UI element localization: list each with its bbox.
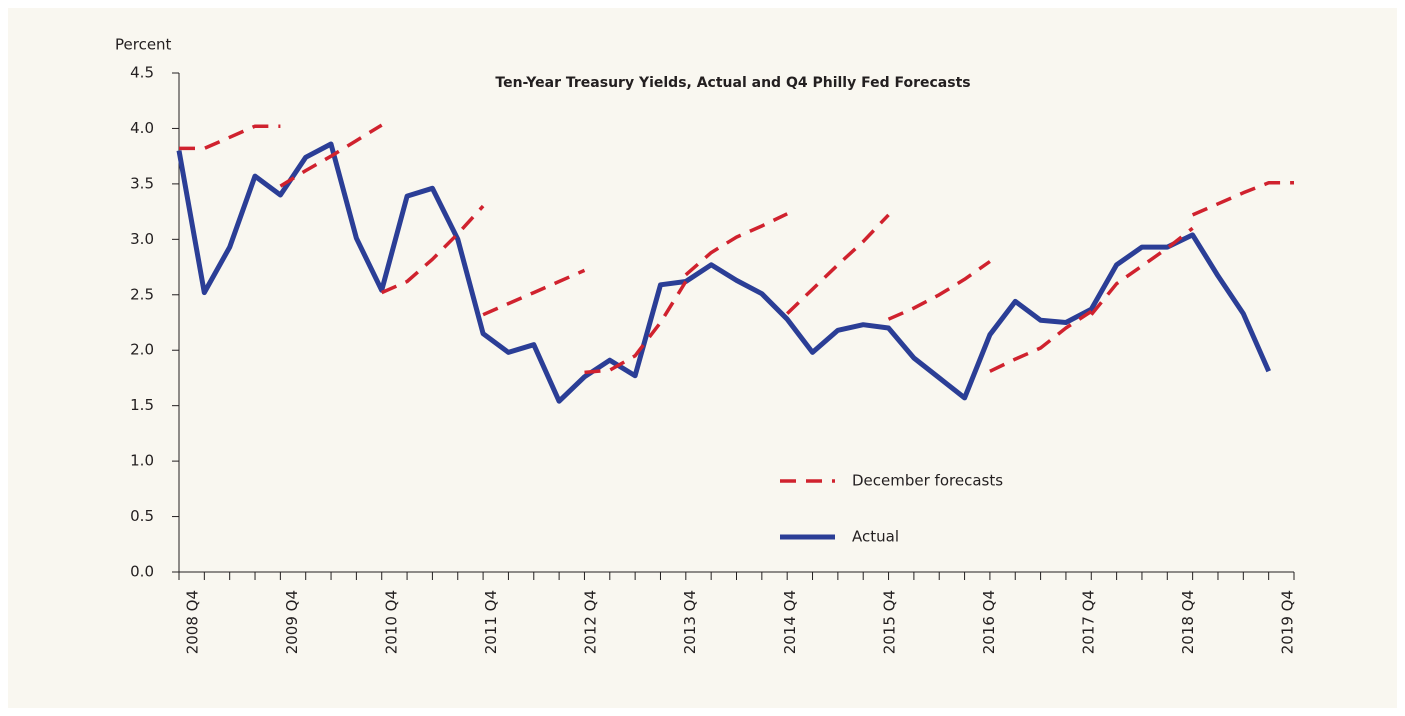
x-tick-label: 2011 Q4 bbox=[482, 590, 500, 654]
y-tick-label: 2.5 bbox=[130, 285, 154, 303]
forecast-line bbox=[785, 213, 890, 315]
chart-title: Ten-Year Treasury Yields, Actual and Q4 … bbox=[495, 75, 970, 91]
y-tick-label: 0.5 bbox=[130, 507, 154, 525]
x-tick-label: 2013 Q4 bbox=[681, 590, 699, 654]
y-tick-label: 0.0 bbox=[130, 563, 154, 581]
actual-line bbox=[176, 141, 1271, 404]
forecast-line bbox=[380, 204, 485, 295]
y-tick-label: 3.5 bbox=[130, 174, 154, 192]
x-tick-label: 2016 Q4 bbox=[980, 590, 998, 654]
y-tick-label: 3.0 bbox=[130, 230, 154, 248]
x-tick-label: 2010 Q4 bbox=[383, 590, 401, 654]
y-tick-label: 1.5 bbox=[130, 396, 154, 414]
x-tick-label: 2014 Q4 bbox=[781, 590, 799, 654]
x-tick-label: 2017 Q4 bbox=[1079, 590, 1097, 654]
x-tick-label: 2009 Q4 bbox=[283, 590, 301, 654]
y-tick-label: 4.0 bbox=[130, 119, 154, 137]
y-tick-label: 4.5 bbox=[130, 64, 154, 82]
forecast-line bbox=[482, 268, 586, 317]
forecast-line bbox=[279, 123, 383, 188]
panel bbox=[8, 8, 1397, 708]
forecast-line bbox=[684, 212, 788, 277]
x-tick-label: 2012 Q4 bbox=[582, 590, 600, 654]
forecast-line bbox=[584, 280, 688, 375]
forecast-line bbox=[179, 124, 281, 151]
forecast-line bbox=[1089, 226, 1194, 316]
forecast-line bbox=[887, 260, 991, 321]
forecast-line bbox=[989, 309, 1093, 373]
y-axis-label: Percent bbox=[115, 36, 172, 54]
y-tick-label: 1.0 bbox=[130, 452, 154, 470]
x-tick-label: 2018 Q4 bbox=[1179, 590, 1197, 654]
x-tick-label: 2015 Q4 bbox=[880, 590, 898, 654]
legend-label: December forecasts bbox=[852, 472, 1003, 490]
x-tick-label: 2008 Q4 bbox=[184, 590, 202, 654]
forecast-line bbox=[1191, 181, 1294, 217]
x-tick-label: 2019 Q4 bbox=[1279, 590, 1297, 654]
y-tick-label: 2.0 bbox=[130, 341, 154, 359]
legend-label: Actual bbox=[852, 528, 899, 546]
